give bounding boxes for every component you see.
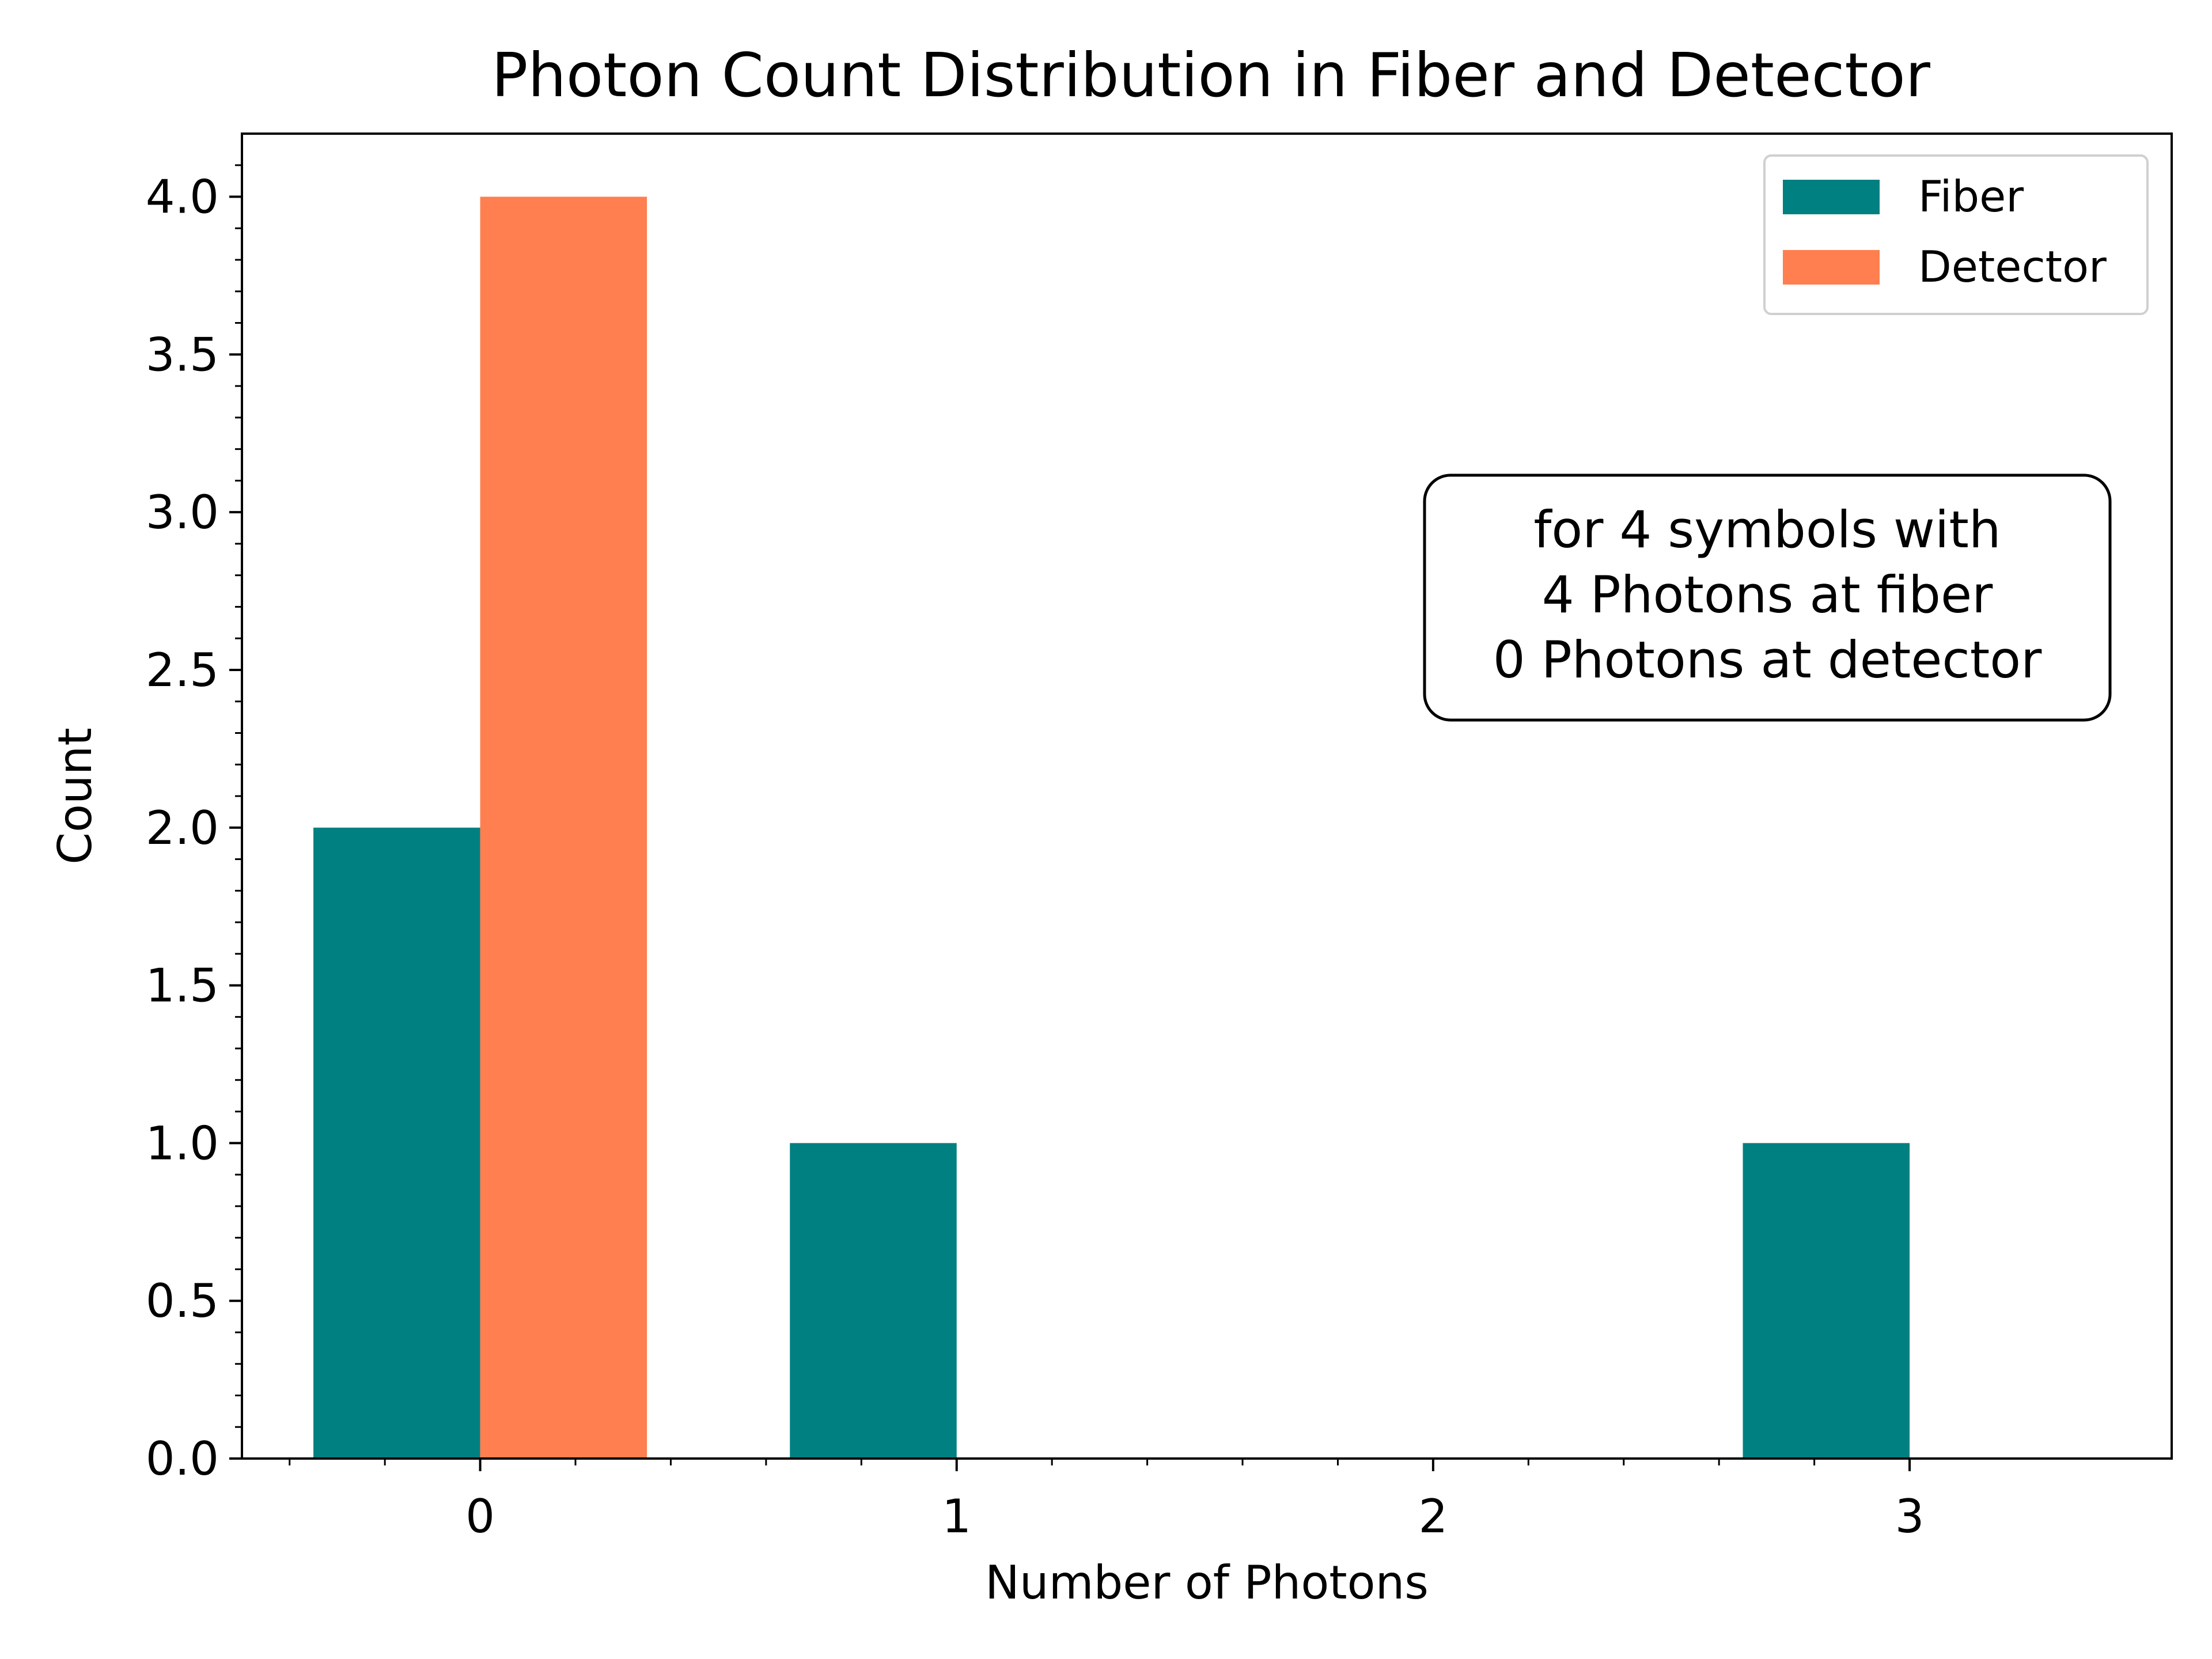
y-tick-label: 3.5 [146,328,219,381]
legend-label-fiber: Fiber [1918,171,2024,222]
annotation-line: for 4 symbols with [1533,500,2001,559]
y-tick-label: 2.5 [146,643,219,697]
legend: Fiber Detector [1763,154,2149,315]
y-tick-label: 1.5 [146,959,219,1013]
y-tick-label: 2.0 [146,801,219,855]
x-tick-label: 0 [465,1490,495,1543]
y-tick-label: 3.0 [146,486,219,539]
y-tick-label: 0.5 [146,1274,219,1328]
y-axis-label: Count [48,728,102,865]
x-axis: 0 1 2 3 [289,1459,1925,1543]
annotation-frame [1423,474,2112,722]
bars-group [313,196,1910,1459]
legend-label-detector: Detector [1918,241,2107,292]
x-tick-label: 3 [1895,1490,1925,1543]
y-tick-label: 0.0 [146,1432,219,1486]
bar-detector-0 [480,196,647,1459]
y-axis: 0.0 0.5 1.0 1.5 2.0 2.5 3.0 3.5 4.0 [146,164,242,1486]
x-tick-label: 1 [942,1490,971,1543]
x-axis-label: Number of Photons [985,1556,1429,1609]
x-tick-label: 2 [1418,1490,1448,1543]
legend-swatch-fiber [1783,180,1880,214]
bar-fiber-0 [313,827,480,1459]
legend-swatch-detector [1783,250,1880,285]
y-tick-label: 4.0 [146,171,219,224]
annotation-line: 4 Photons at fiber [1542,565,1993,624]
bar-fiber-3 [1743,1143,1910,1459]
y-tick-label: 1.0 [146,1116,219,1170]
annotation-box: for 4 symbols with 4 Photons at fiber 0 Ph… [1423,474,2112,722]
bar-fiber-1 [790,1143,957,1459]
annotation-line: 0 Photons at detector [1493,630,2042,690]
chart-title: Photon Count Distribution in Fiber and D… [491,40,1931,111]
